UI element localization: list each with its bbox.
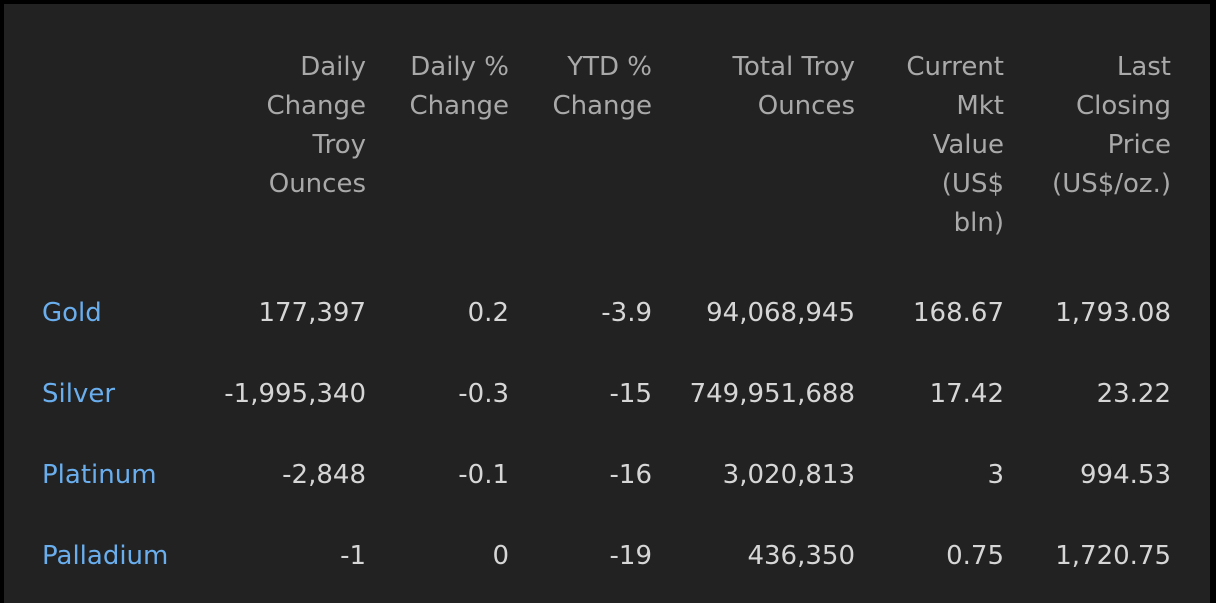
metal-link-platinum[interactable]: Platinum: [42, 459, 157, 490]
daily-change-oz-cell: -1: [340, 540, 366, 571]
header-label: YTD % Change: [552, 52, 652, 121]
header-row: Daily Change Troy Ounces Daily % Change YTD …: [42, 48, 1171, 272]
total-oz-cell: 436,350: [747, 540, 855, 571]
holdings-table: Daily Change Troy Ounces Daily % Change YTD …: [42, 48, 1171, 596]
mkt-value-cell: 0.75: [946, 540, 1004, 571]
ytd-pct-cell: -15: [609, 378, 652, 409]
daily-change-oz-cell: -1,995,340: [224, 378, 366, 409]
header-label: Daily Change Troy Ounces: [266, 52, 366, 199]
mkt-value-cell: 3: [987, 459, 1004, 490]
ytd-pct-cell: -16: [609, 459, 652, 490]
mkt-value-cell: 168.67: [913, 297, 1004, 328]
table-row: Silver -1,995,340 -0.3 -15 749,951,688 1…: [42, 353, 1171, 434]
header-ytd-pct: YTD % Change: [509, 48, 652, 272]
last-price-cell: 23.22: [1096, 378, 1171, 409]
table-row: Palladium -1 0 -19 436,350 0.75 1,720.75: [42, 515, 1171, 596]
last-price-cell: 1,793.08: [1055, 297, 1171, 328]
header-label: Total Troy Ounces: [732, 52, 855, 121]
total-oz-cell: 94,068,945: [706, 297, 855, 328]
header-mkt-value: Current Mkt Value (US$ bln): [855, 48, 1004, 272]
header-metal: [42, 48, 192, 272]
daily-change-oz-cell: 177,397: [258, 297, 366, 328]
ytd-pct-cell: -19: [609, 540, 652, 571]
header-label: Current Mkt Value (US$ bln): [906, 52, 1004, 238]
ytd-pct-cell: -3.9: [601, 297, 652, 328]
total-oz-cell: 3,020,813: [722, 459, 855, 490]
total-oz-cell: 749,951,688: [689, 378, 855, 409]
daily-pct-cell: 0: [492, 540, 509, 571]
daily-pct-cell: 0.2: [467, 297, 509, 328]
header-daily-pct: Daily % Change: [366, 48, 509, 272]
table-row: Platinum -2,848 -0.1 -16 3,020,813 3 994…: [42, 434, 1171, 515]
metal-link-palladium[interactable]: Palladium: [42, 540, 169, 571]
metal-link-silver[interactable]: Silver: [42, 378, 116, 409]
mkt-value-cell: 17.42: [929, 378, 1004, 409]
last-price-cell: 1,720.75: [1055, 540, 1171, 571]
etf-holdings-panel: Daily Change Troy Ounces Daily % Change YTD …: [4, 4, 1210, 603]
daily-pct-cell: -0.3: [458, 378, 509, 409]
daily-pct-cell: -0.1: [458, 459, 509, 490]
metal-link-gold[interactable]: Gold: [42, 297, 102, 328]
header-daily-change-oz: Daily Change Troy Ounces: [192, 48, 366, 272]
table-row: Gold 177,397 0.2 -3.9 94,068,945 168.67 …: [42, 272, 1171, 353]
header-label: Daily % Change: [409, 52, 509, 121]
last-price-cell: 994.53: [1080, 459, 1171, 490]
header-last-price: Last Closing Price (US$/oz.): [1004, 48, 1171, 272]
header-total-oz: Total Troy Ounces: [652, 48, 855, 272]
daily-change-oz-cell: -2,848: [282, 459, 366, 490]
header-label: Last Closing Price (US$/oz.): [1052, 52, 1171, 199]
